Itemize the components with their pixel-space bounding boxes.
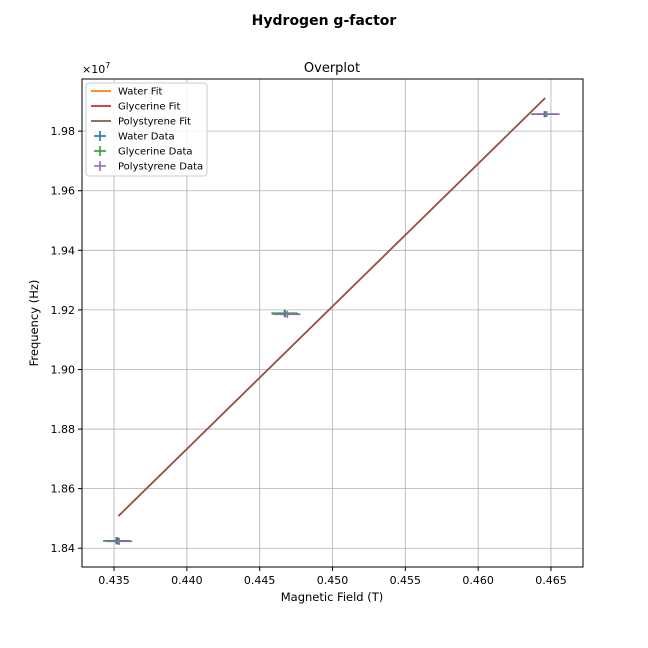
y-tick-label: 1.86 (51, 483, 76, 496)
x-tick-label: 0.465 (535, 574, 567, 587)
y-tick-label: 1.96 (51, 185, 76, 198)
legend-fit-label: Polystyrene Fit (118, 117, 191, 128)
grid-lines (82, 79, 583, 567)
legend-fit-label: Glycerine Fit (118, 102, 180, 113)
y-tick-label: 1.94 (51, 244, 76, 257)
y-offset-label: ×107 (82, 61, 110, 76)
y-axis-ticks: 1.84 1.86 1.88 1.90 1.92 1.94 1.96 1.98 (51, 125, 82, 555)
x-tick-label: 0.455 (390, 574, 422, 587)
y-offset-base: ×10 (82, 63, 105, 76)
y-tick-label: 1.92 (51, 304, 76, 317)
x-tick-label: 0.435 (98, 574, 130, 587)
y-tick-label: 1.98 (51, 125, 76, 138)
fit-lines (117, 97, 546, 517)
legend-data-label: Polystyrene Data (118, 162, 203, 173)
y-tick-label: 1.88 (51, 423, 76, 436)
y-tick-label: 1.90 (51, 363, 76, 376)
axes-title: Overplot (304, 61, 360, 76)
figure-title: Hydrogen g-factor (252, 13, 397, 29)
legend: Water Fit Glycerine Fit Polystyrene Fit Wat… (85, 82, 208, 177)
x-axis-ticks: 0.435 0.440 0.445 0.450 0.455 0.460 0.465 (98, 567, 567, 587)
x-axis-label: Magnetic Field (T) (281, 590, 384, 604)
data-points (103, 111, 560, 545)
legend-data-label: Water Data (118, 132, 175, 143)
y-offset-exponent: 7 (105, 61, 110, 70)
legend-fit-label: Water Fit (118, 87, 163, 98)
legend-box (85, 82, 208, 177)
x-tick-label: 0.445 (244, 574, 276, 587)
x-tick-label: 0.440 (171, 574, 203, 587)
y-axis-label: Frequency (Hz) (27, 280, 41, 367)
fit-line (117, 97, 546, 517)
x-tick-label: 0.460 (462, 574, 494, 587)
x-tick-label: 0.450 (317, 574, 349, 587)
y-tick-label: 1.84 (51, 542, 76, 555)
legend-data-label: Glycerine Data (118, 147, 193, 158)
